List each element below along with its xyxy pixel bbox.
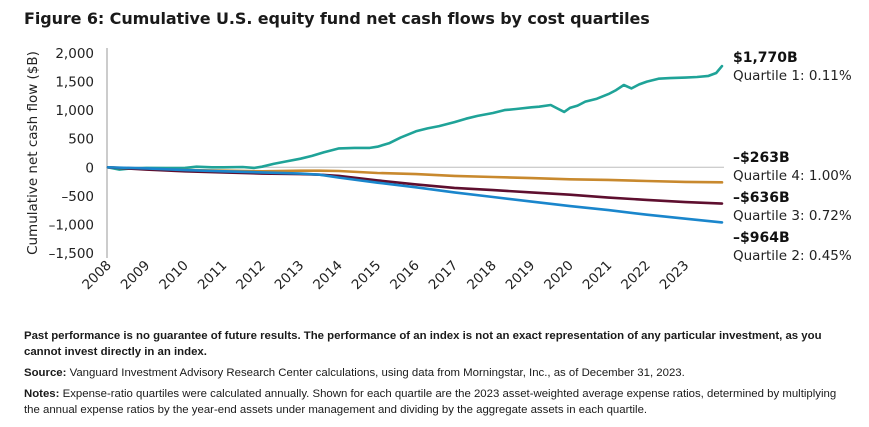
source-note: Source: Vanguard Investment Advisory Res…	[24, 365, 854, 381]
x-tick-label: 2010	[156, 258, 192, 294]
end-value-label: –$263B	[733, 150, 790, 166]
x-tick-label: 2017	[426, 258, 462, 294]
y-tick-label: –1,500	[49, 246, 94, 262]
x-tick-label: 2009	[118, 258, 154, 294]
notes: Notes: Expense-ratio quartiles were calc…	[24, 386, 854, 418]
disclaimer: Past performance is no guarantee of futu…	[24, 330, 822, 358]
y-tick-label: 0	[85, 160, 94, 176]
x-tick-label: 2020	[541, 258, 577, 294]
y-tick-label: –500	[61, 189, 94, 205]
end-value-label: $1,770B	[733, 50, 798, 66]
x-tick-label: 2022	[618, 258, 654, 294]
end-series-label: Quartile 2: 0.45%	[733, 248, 852, 264]
end-series-label: Quartile 4: 1.00%	[733, 168, 852, 184]
end-series-label: Quartile 1: 0.11%	[733, 68, 852, 84]
x-tick-label: 2021	[580, 258, 616, 294]
x-tick-label: 2008	[79, 258, 115, 294]
source-text: Vanguard Investment Advisory Research Ce…	[66, 367, 685, 379]
y-tick-label: 2,000	[55, 46, 94, 62]
series-line-1	[106, 64, 724, 171]
notes-label: Notes:	[24, 388, 60, 400]
x-tick-label: 2019	[503, 258, 539, 294]
chart-series	[106, 64, 724, 224]
x-tick-label: 2014	[310, 258, 346, 294]
source-label: Source:	[24, 367, 67, 379]
line-chart: 2,000 1,500 1,000 500 0 –500 –1,000 –1,500 Cumul…	[25, 46, 852, 294]
series-line-4	[106, 166, 724, 224]
figure-title: Figure 6: Cumulative U.S. equity fund ne…	[24, 9, 650, 28]
y-tick-label: 1,500	[55, 75, 94, 91]
end-value-label: –$964B	[733, 230, 790, 246]
x-tick-label: 2012	[233, 258, 269, 294]
x-tick-label: 2018	[464, 258, 500, 294]
y-tick-label: 1,000	[55, 103, 94, 119]
y-tick-label: –1,000	[49, 217, 94, 233]
x-tick-label: 2011	[195, 258, 231, 294]
x-tick-label: 2023	[657, 258, 693, 294]
chart-end-labels: $1,770B Quartile 1: 0.11% –$263B Quartile 4…	[733, 50, 852, 264]
x-tick-label: 2016	[387, 258, 423, 294]
series-line-3	[106, 166, 724, 205]
end-series-label: Quartile 3: 0.72%	[733, 208, 852, 224]
y-axis-title: Cumulative net cash flow ($B)	[25, 51, 41, 255]
footnotes: Past performance is no guarantee of futu…	[24, 328, 854, 423]
end-value-label: –$636B	[733, 190, 790, 206]
notes-text: Expense-ratio quartiles were calculated …	[24, 388, 837, 416]
x-tick-label: 2015	[349, 258, 385, 294]
y-tick-label: 500	[68, 132, 94, 148]
x-tick-label: 2013	[272, 258, 308, 294]
